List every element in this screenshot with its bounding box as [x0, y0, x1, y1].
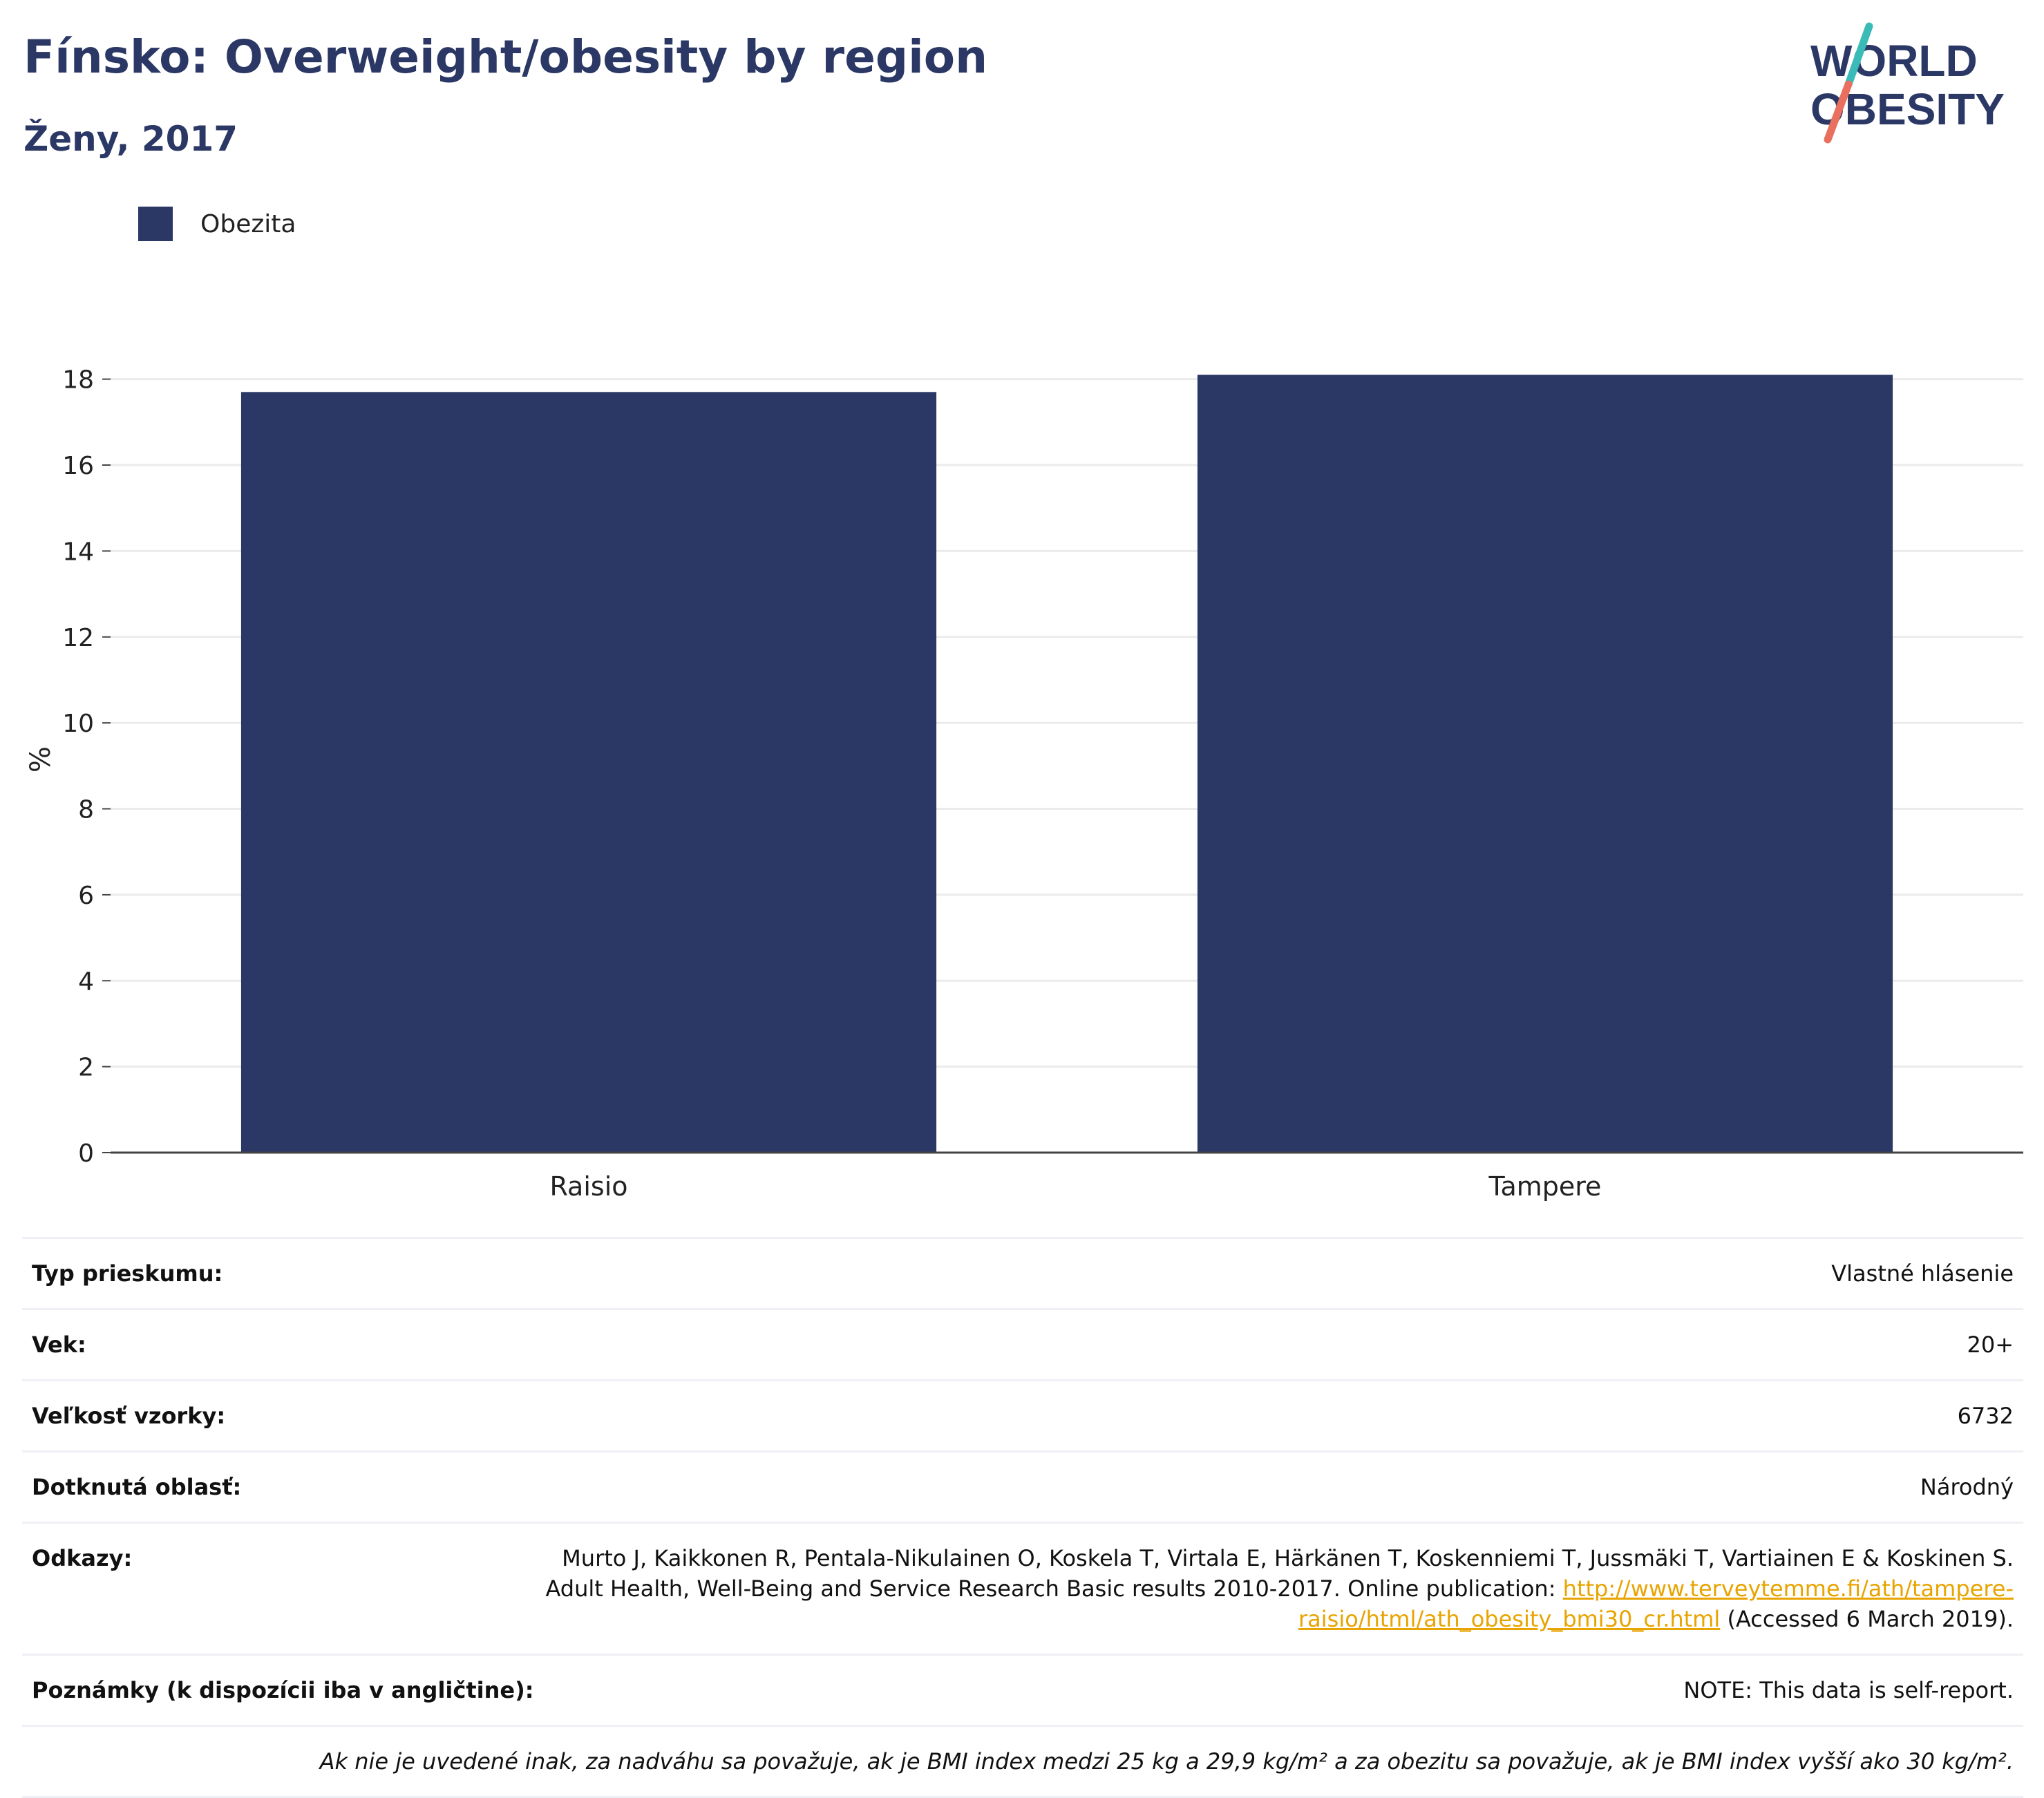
y-tick-label: 16 [62, 452, 94, 480]
reference-link[interactable]: http://www.terveytemme.fi/ath/tampere- [1562, 1575, 2014, 1602]
page-title: Fínsko: Overweight/obesity by region [23, 30, 988, 84]
bar-tampere [1197, 375, 1893, 1153]
reference-publication: Adult Health, Well-Being and Service Res… [545, 1575, 1563, 1602]
y-axis-label: % [25, 746, 57, 773]
y-tick-label: 2 [78, 1054, 94, 1082]
info-row-area: Dotknutá oblasť: Národný [22, 1452, 2023, 1524]
y-tick-label: 10 [62, 710, 94, 738]
info-label: Dotknutá oblasť: [32, 1474, 242, 1500]
info-label: Typ prieskumu: [32, 1260, 223, 1287]
references-text: Murto J, Kaikkonen R, Pentala-Nikulainen… [545, 1543, 2014, 1634]
info-row-survey-type: Typ prieskumu: Vlastné hlásenie [22, 1239, 2023, 1310]
y-tick-label: 14 [62, 538, 94, 566]
info-label: Veľkosť vzorky: [32, 1403, 226, 1429]
info-label: Vek: [32, 1332, 86, 1358]
reference-line-3: raisio/html/ath_obesity_bmi30_cr.html (A… [545, 1604, 2014, 1634]
x-tick-label: Tampere [1488, 1171, 1602, 1202]
y-tick-label: 0 [78, 1139, 94, 1168]
info-value: Vlastné hlásenie [1831, 1260, 2014, 1287]
y-tick-label: 12 [62, 624, 94, 652]
info-label: Poznámky (k dispozícii iba v angličtine)… [32, 1677, 534, 1703]
bar-raisio [240, 392, 937, 1153]
x-tick-label: Raisio [549, 1171, 627, 1202]
world-obesity-logo: WORLD OBESITY [1797, 21, 2032, 145]
svg-text:WORLD: WORLD [1810, 36, 1978, 86]
y-tick-label: 6 [78, 882, 94, 910]
reference-link-continued[interactable]: raisio/html/ath_obesity_bmi30_cr.html [1298, 1606, 1721, 1632]
info-value: 20+ [1967, 1332, 2014, 1358]
survey-info-table: Typ prieskumu: Vlastné hlásenie Vek: 20+… [22, 1237, 2023, 1798]
info-value: Národný [1920, 1474, 2014, 1500]
info-row-references: Odkazy: Murto J, Kaikkonen R, Pentala-Ni… [22, 1524, 2023, 1656]
info-row-notes: Poznámky (k dispozícii iba v angličtine)… [22, 1656, 2023, 1727]
reference-authors: Murto J, Kaikkonen R, Pentala-Nikulainen… [562, 1545, 2014, 1571]
y-tick-label: 4 [78, 967, 94, 996]
chart-legend: Obezita [138, 205, 296, 243]
info-row-age: Vek: 20+ [22, 1310, 2023, 1381]
reference-line-2: Adult Health, Well-Being and Service Res… [545, 1573, 2014, 1604]
reference-accessed: (Accessed 6 March 2019). [1720, 1606, 2014, 1632]
y-tick-label: 8 [78, 796, 94, 824]
info-value: NOTE: This data is self-report. [1683, 1677, 2014, 1703]
info-label: Odkazy: [32, 1545, 133, 1571]
legend-swatch-obezita [138, 207, 173, 241]
info-value: 6732 [1957, 1403, 2014, 1429]
bar-chart: 0 2 4 6 8 10 12 14 16 18 Raisio Tampere% [25, 366, 2023, 1202]
legend-label-obezita: Obezita [200, 209, 296, 238]
y-tick-label: 18 [62, 366, 94, 395]
page-subtitle: Ženy, 2017 [23, 119, 238, 159]
bmi-definition-note: Ak nie je uvedené inak, za nadváhu sa po… [319, 1748, 2014, 1775]
info-row-sample-size: Veľkosť vzorky: 6732 [22, 1381, 2023, 1452]
info-row-definition: Ak nie je uvedené inak, za nadváhu sa po… [22, 1727, 2023, 1798]
